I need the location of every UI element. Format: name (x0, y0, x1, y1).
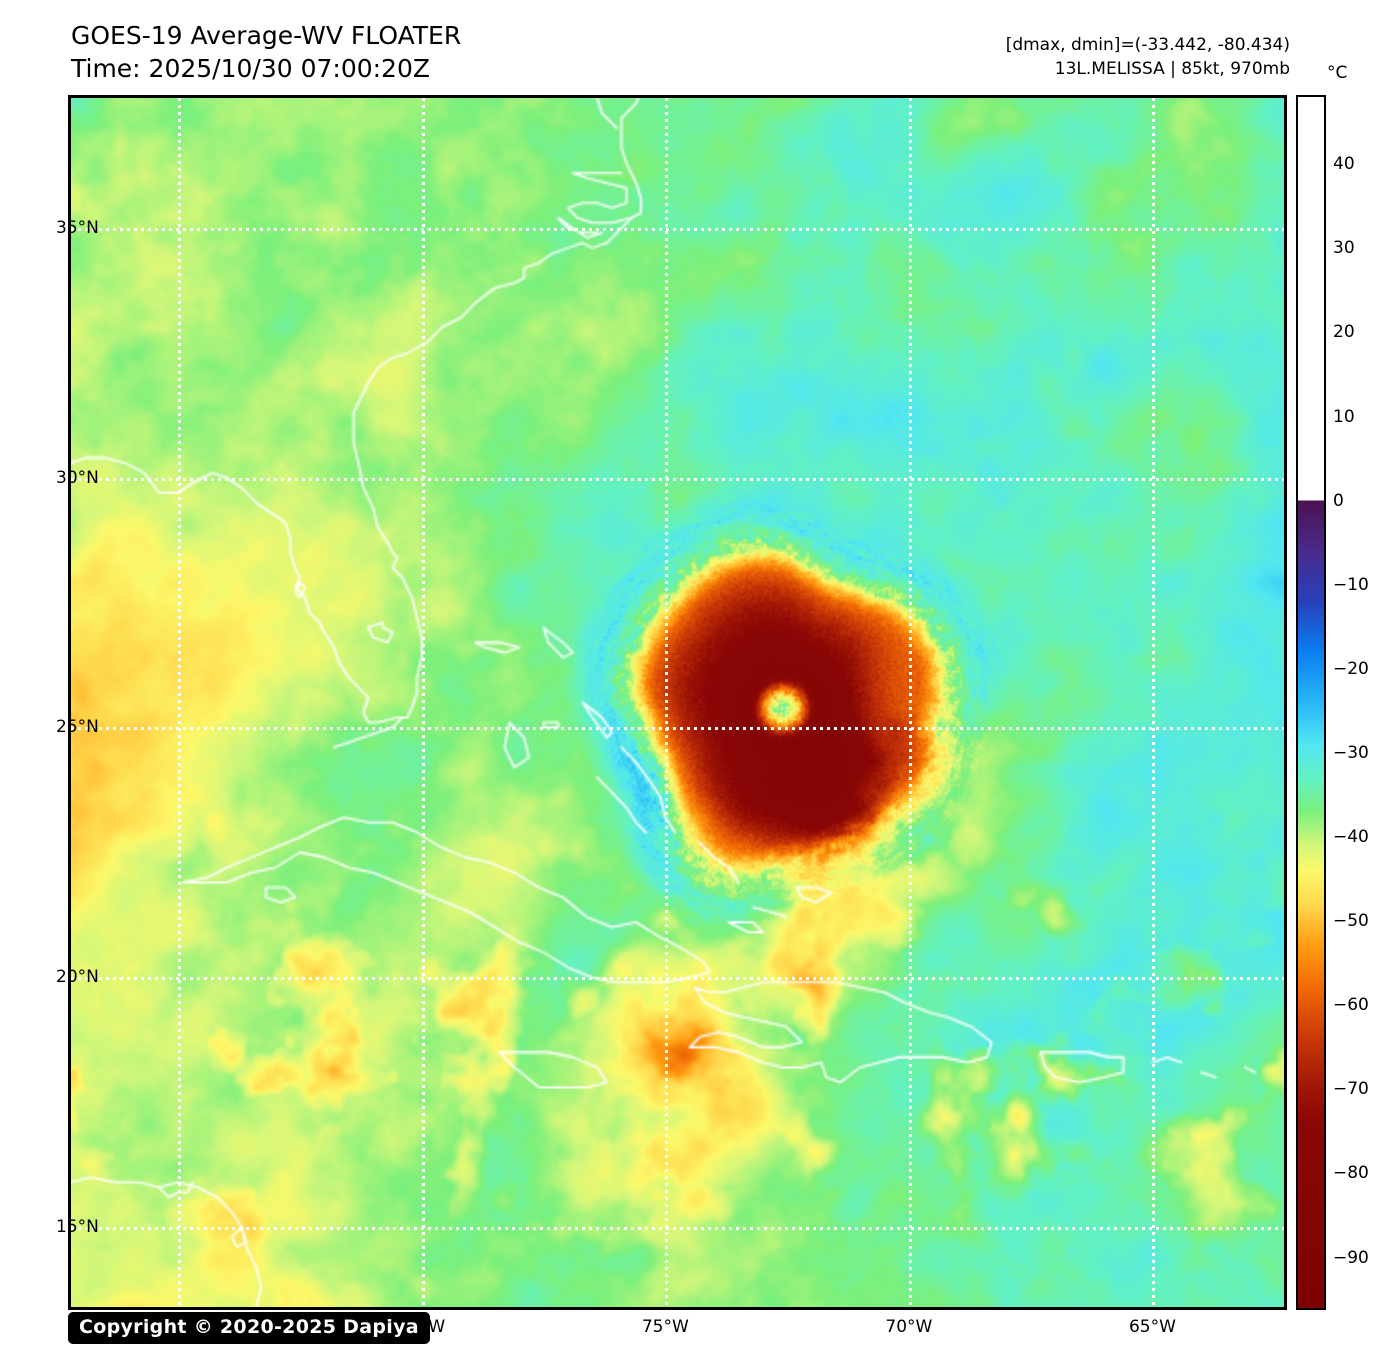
dmax-dmin-text: [dmax, dmin]=(-33.442, -80.434) (1005, 35, 1290, 55)
colorbar-tick-label: −70 (1333, 1079, 1369, 1100)
colorbar-tick-label: 20 (1333, 322, 1355, 343)
colorbar-tick-label: −50 (1333, 911, 1369, 932)
colorbar-tick-label: −40 (1333, 827, 1369, 848)
colorbar-tick-label: 0 (1333, 490, 1344, 511)
colorbar-tick-label: −20 (1333, 658, 1369, 679)
colorbar-tick-label: −10 (1333, 574, 1369, 595)
product-title: GOES-19 Average-WV FLOATER (71, 21, 462, 50)
colorbar-unit-label: °C (1327, 63, 1348, 83)
x-tick-label: 65°W (1128, 1317, 1176, 1337)
colorbar-tick-label: −60 (1333, 995, 1369, 1016)
colorbar-gradient (1298, 97, 1324, 1308)
colorbar (1296, 95, 1326, 1310)
colorbar-tick-label: 10 (1333, 406, 1355, 427)
storm-info-label: 13L.MELISSA | 85kt, 970mb (1054, 59, 1290, 80)
colorbar-tick-label: 40 (1333, 154, 1355, 175)
x-tick-label: 75°W (641, 1317, 689, 1337)
colorbar-tick-label: −30 (1333, 742, 1369, 763)
timestamp-label: Time: 2025/10/30 07:00:20Z (71, 53, 430, 83)
satellite-image-plot[interactable] (68, 95, 1287, 1310)
colorbar-tick-label: −90 (1333, 1247, 1369, 1268)
page-title: GOES-19 Average-WV FLOATER Time: 2025/10… (71, 20, 461, 85)
copyright-watermark: Copyright © 2020-2025 Dapiya (68, 1312, 430, 1344)
satellite-raster (71, 98, 1284, 1307)
metadata-block: [dmax, dmin]=(-33.442, -80.434) 13L.MELI… (1006, 33, 1290, 81)
x-tick-label: 70°W (885, 1317, 933, 1337)
colorbar-tick-label: −80 (1333, 1163, 1369, 1184)
colorbar-tick-label: 30 (1333, 238, 1355, 259)
